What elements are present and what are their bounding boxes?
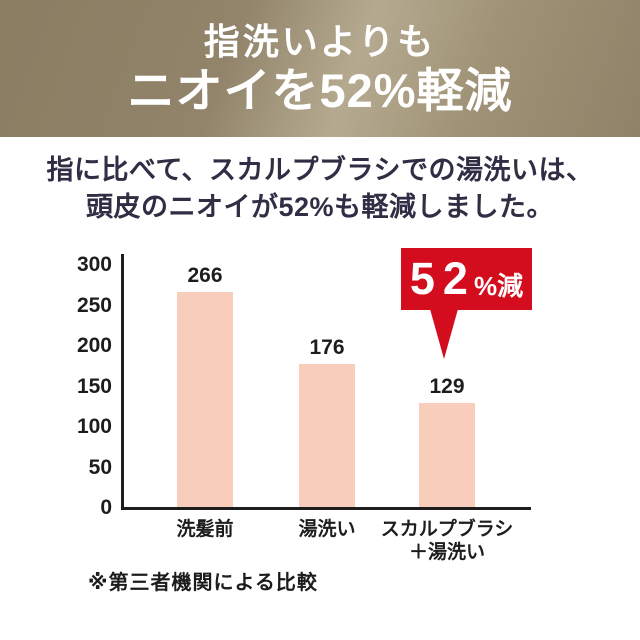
bar-category-label: 洗髪前 xyxy=(176,519,234,540)
subtitle-text: 指に比べて、スカルプブラシでの湯洗いは、 頭皮のニオイが52%も軽減しました。 xyxy=(0,137,640,240)
y-tick-label: 200 xyxy=(76,334,112,357)
bar xyxy=(419,403,475,507)
bar xyxy=(299,364,355,507)
banner-title-line1: 指洗いよりも xyxy=(203,20,437,62)
reduction-badge: 52 %減 xyxy=(401,248,532,310)
y-tick-label: 0 xyxy=(100,496,112,519)
reduction-badge-unit: %減 xyxy=(473,270,524,301)
bar-value-label: 176 xyxy=(309,336,345,359)
y-tick-label: 150 xyxy=(76,374,112,398)
subtitle-line2: 頭皮のニオイが52%も軽減しました。 xyxy=(85,191,555,222)
subtitle-line1: 指に比べて、スカルプブラシでの湯洗いは、 xyxy=(46,154,594,185)
footnote: ※第三者機関による比較 xyxy=(88,572,318,594)
y-tick-label: 300 xyxy=(76,253,112,276)
y-tick-label: 100 xyxy=(76,415,112,438)
reduction-badge-value: 52 xyxy=(409,253,476,304)
header-banner: 指洗いよりも ニオイを52%軽減 xyxy=(0,0,640,137)
y-tick-label: 250 xyxy=(76,293,112,317)
banner-title-line2: ニオイを52%軽減 xyxy=(127,63,513,117)
bar xyxy=(177,292,233,507)
badge-tail-pointer xyxy=(430,309,458,359)
bar-value-label: 129 xyxy=(429,375,465,398)
y-tick-label: 50 xyxy=(88,455,112,479)
bar-category-label: 湯洗い xyxy=(298,519,356,540)
bar-value-label: 266 xyxy=(187,264,223,287)
odor-bar-chart: 52 %減 ※第三者機関による比較 300 250 200 150 100 50 0 266 洗… xyxy=(0,240,640,640)
y-axis xyxy=(121,254,124,510)
bar-category-label: スカルプブラシ ＋湯洗い xyxy=(380,519,514,563)
x-axis xyxy=(121,507,531,510)
